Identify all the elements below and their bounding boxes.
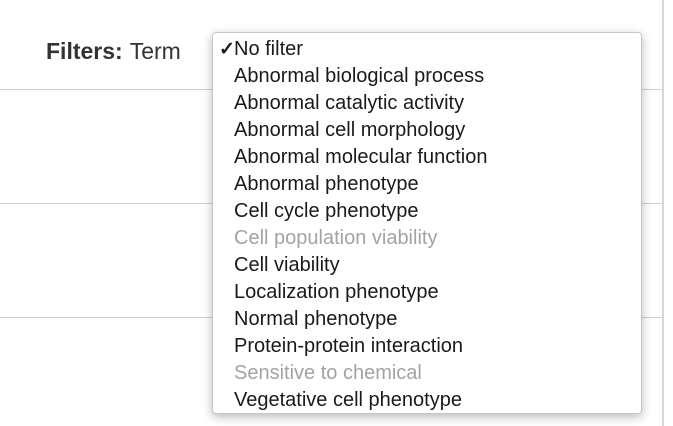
option-label: Cell viability <box>234 254 340 276</box>
option-cell-population-viability: Cell population viability <box>213 225 641 252</box>
option-no-filter[interactable]: ✓ No filter <box>213 36 641 63</box>
option-label: Cell cycle phenotype <box>234 200 419 222</box>
option-vegetative-cell-phenotype[interactable]: Vegetative cell phenotype <box>213 387 641 414</box>
option-cell-viability[interactable]: Cell viability <box>213 252 641 279</box>
checkmark-icon: ✓ <box>219 39 235 60</box>
option-label: Vegetative cell phenotype <box>234 389 462 411</box>
option-label: Abnormal catalytic activity <box>234 92 465 114</box>
option-abnormal-cell-morphology[interactable]: Abnormal cell morphology <box>213 117 641 144</box>
option-protein-protein-interaction[interactable]: Protein-protein interaction <box>213 333 641 360</box>
option-label: Sensitive to chemical <box>234 362 422 384</box>
option-label: Protein-protein interaction <box>234 335 464 357</box>
panel-right-border <box>662 0 664 426</box>
option-label: Normal phenotype <box>234 308 398 330</box>
option-label: Abnormal cell morphology <box>234 119 466 141</box>
option-abnormal-catalytic-activity[interactable]: Abnormal catalytic activity <box>213 90 641 117</box>
option-abnormal-biological-process[interactable]: Abnormal biological process <box>213 63 641 90</box>
option-sensitive-to-chemical: Sensitive to chemical <box>213 360 641 387</box>
option-label: Abnormal molecular function <box>234 146 488 168</box>
filter-field-term: Term <box>129 38 181 64</box>
option-abnormal-molecular-function[interactable]: Abnormal molecular function <box>213 144 641 171</box>
option-label: Cell population viability <box>234 227 438 249</box>
term-filter-dropdown[interactable]: ✓ No filter Abnormal biological process … <box>212 32 642 414</box>
option-normal-phenotype[interactable]: Normal phenotype <box>213 306 641 333</box>
option-label: Abnormal phenotype <box>234 173 419 195</box>
option-abnormal-phenotype[interactable]: Abnormal phenotype <box>213 171 641 198</box>
filters-label: Filters: Term <box>46 38 181 65</box>
option-label: Abnormal biological process <box>234 65 485 87</box>
option-label: No filter <box>234 38 303 60</box>
filters-heading: Filters: <box>46 38 123 64</box>
option-cell-cycle-phenotype[interactable]: Cell cycle phenotype <box>213 198 641 225</box>
option-label: Localization phenotype <box>234 281 439 303</box>
option-localization-phenotype[interactable]: Localization phenotype <box>213 279 641 306</box>
